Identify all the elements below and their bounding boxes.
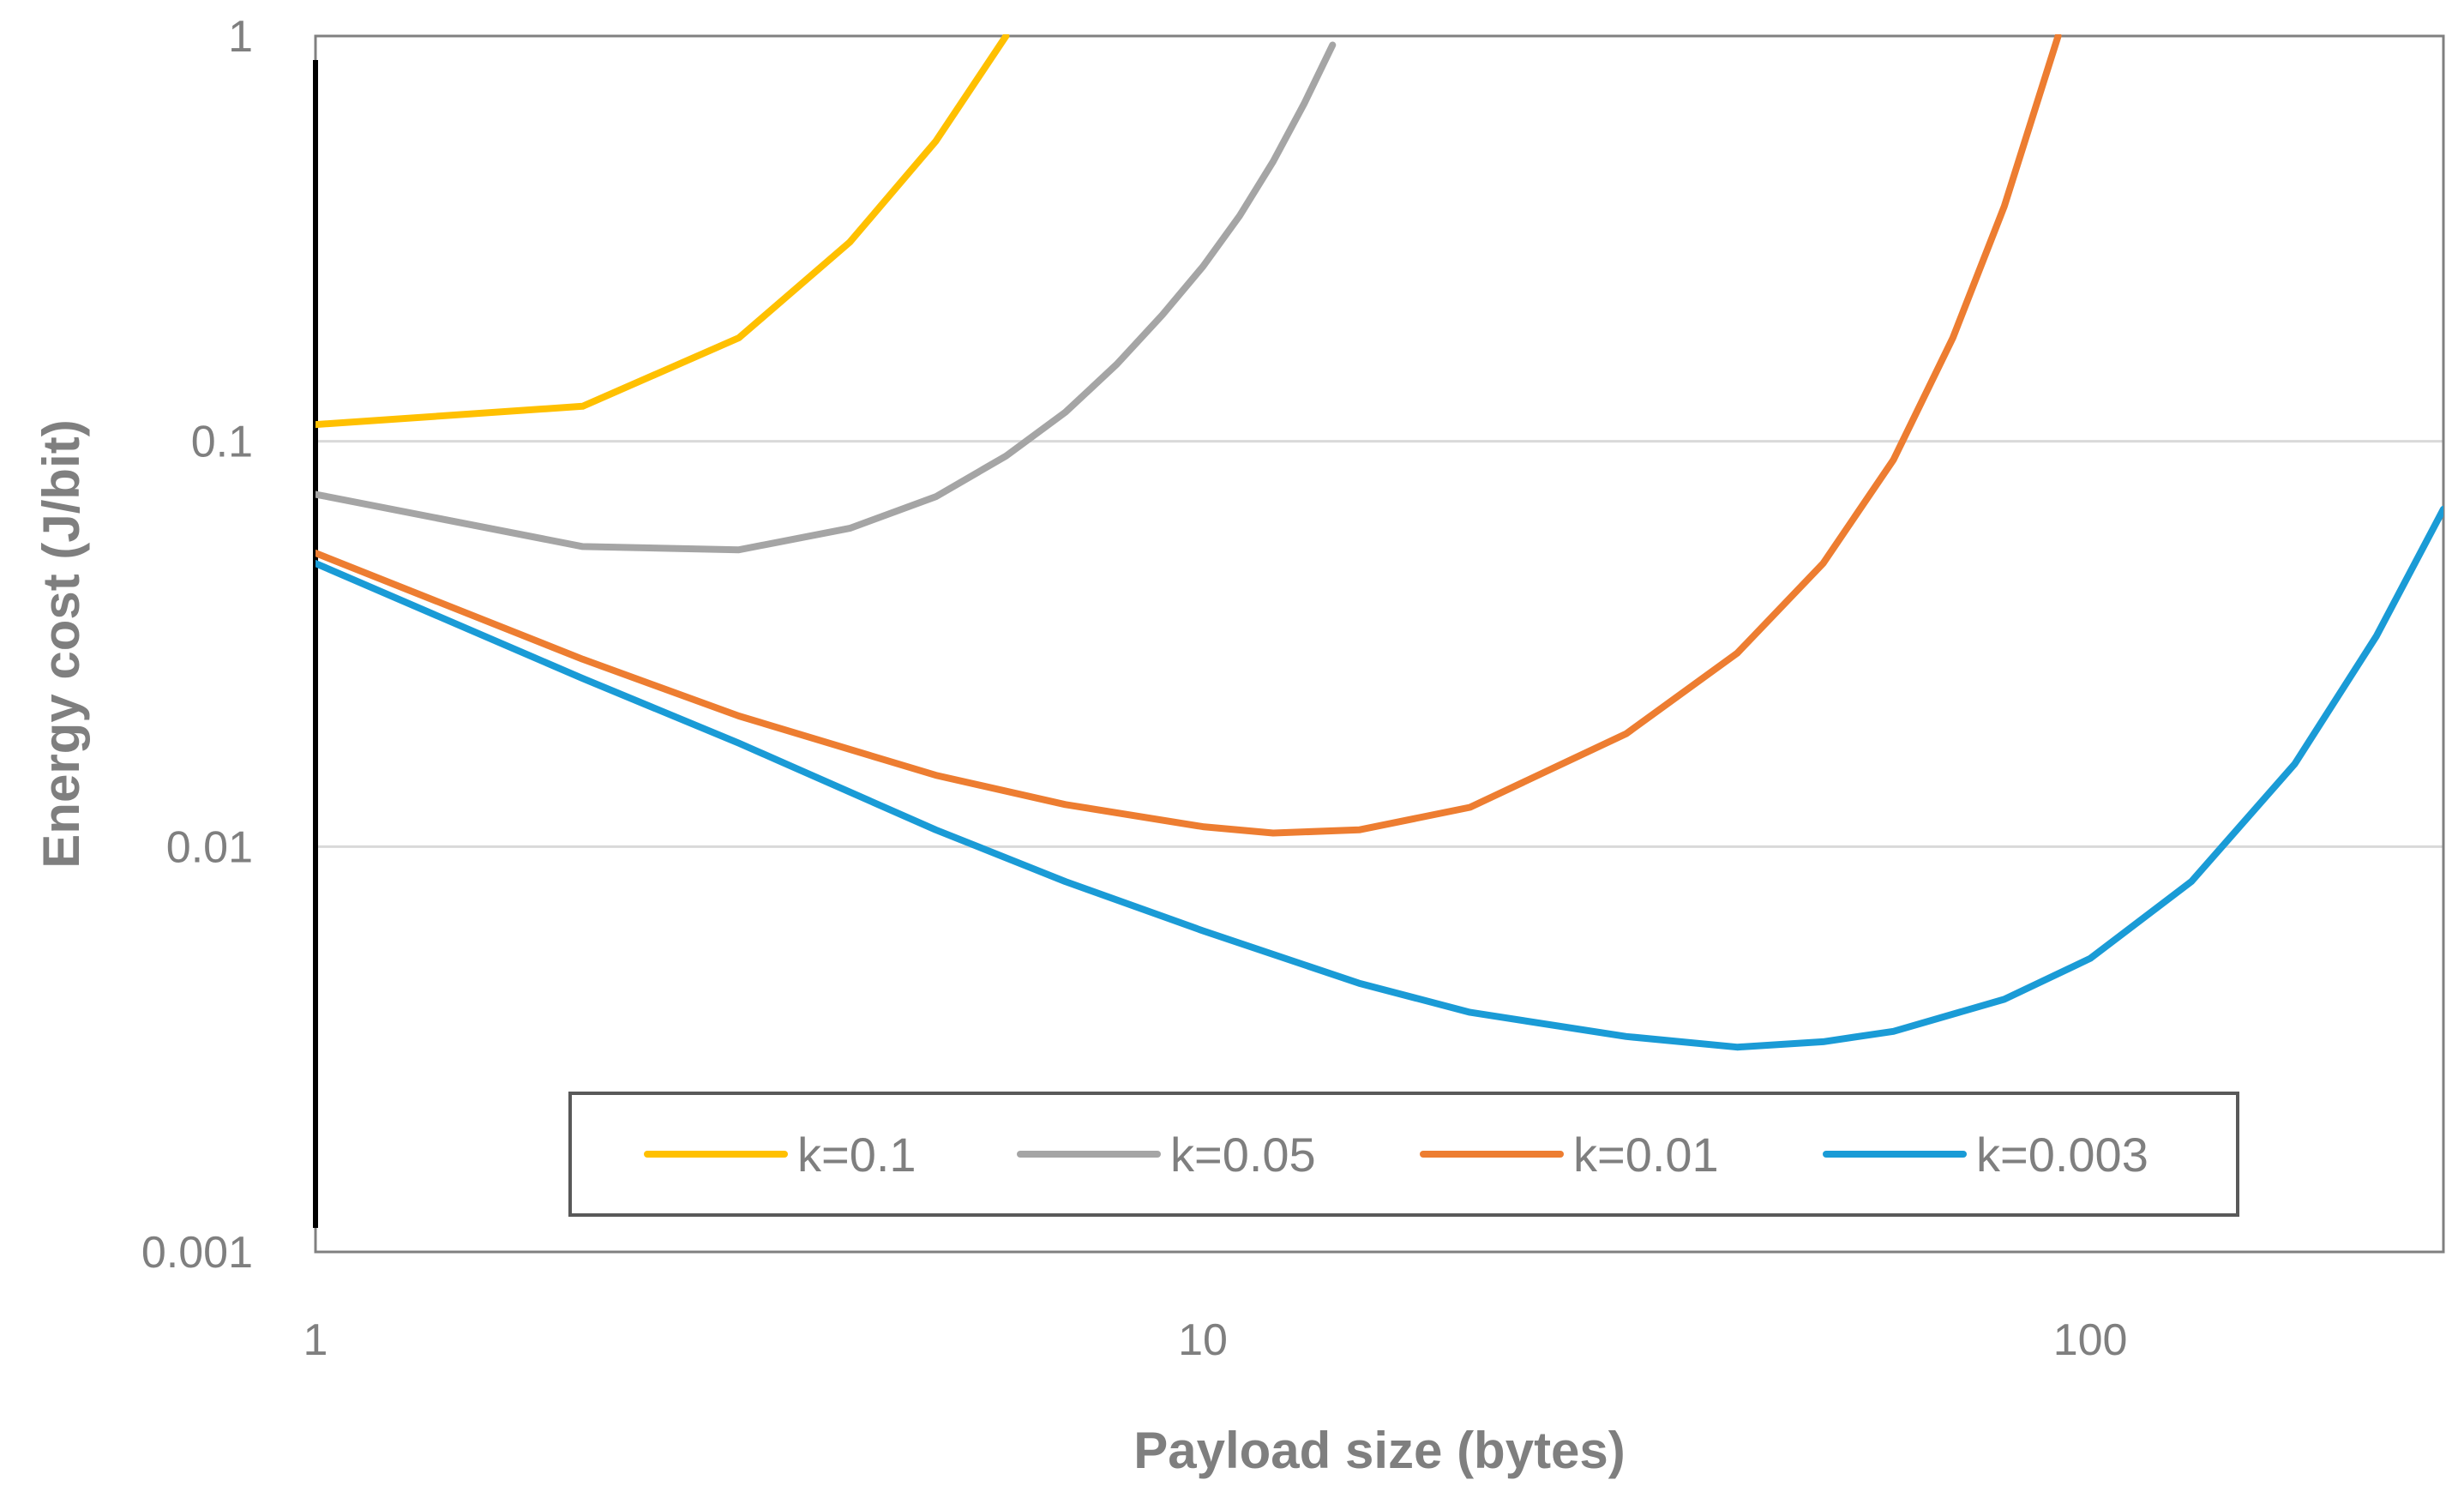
legend-label-k-0-1: k=0.1: [797, 1128, 916, 1182]
y-tick-label-2: 0.1: [191, 418, 253, 467]
series-line-k-0-01: [316, 34, 2062, 837]
legend-label-k-0-01: k=0.01: [1573, 1128, 1719, 1182]
y-axis-ticks: 0.001 0.01 0.1 1: [141, 12, 253, 1278]
x-axis-ticks: 1 10 100: [303, 1315, 2128, 1365]
y-tick-label-0: 0.001: [141, 1228, 253, 1278]
plot-area-frame: [314, 34, 2445, 1254]
y-axis-title: Energy cost (J/bit): [33, 419, 90, 868]
series-line-k-0-1: [316, 34, 1010, 429]
gridlines: [316, 34, 2443, 1254]
x-tick-label-1: 10: [1178, 1315, 1228, 1365]
x-tick-label-0: 1: [303, 1315, 328, 1365]
y-tick-label-1: 0.01: [166, 822, 253, 872]
x-axis-title: Payload size (bytes): [1133, 1422, 1626, 1479]
series-line-k-0-05: [316, 41, 1337, 554]
series-line-k-0-003: [316, 505, 2443, 1051]
legend-label-k-0-003: k=0.003: [1976, 1128, 2148, 1182]
x-tick-label-2: 100: [2053, 1315, 2128, 1365]
y-tick-label-3: 1: [228, 12, 253, 62]
series-layer: [316, 34, 2443, 1051]
legend-label-k-0-05: k=0.05: [1170, 1128, 1316, 1182]
legend: k=0.1 k=0.05 k=0.01 k=0.003: [568, 1092, 2239, 1217]
